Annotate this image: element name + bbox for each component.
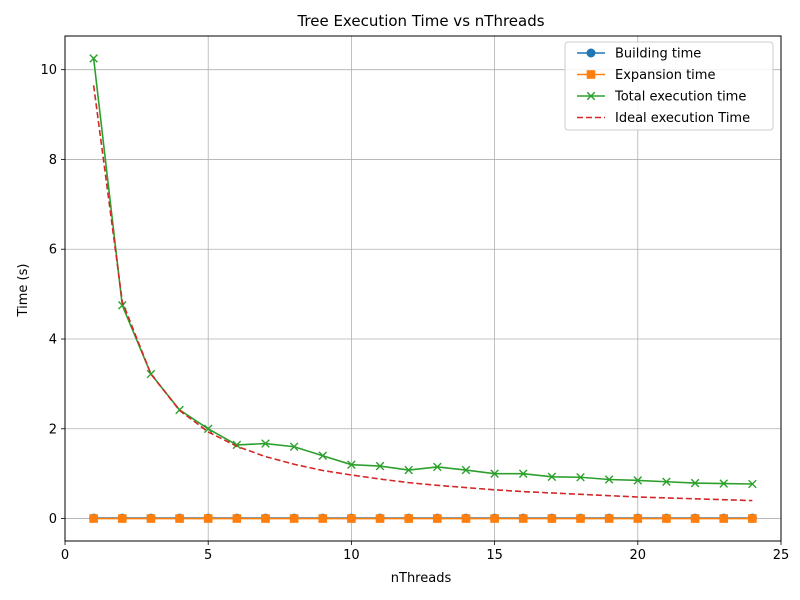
- data-point: [576, 514, 585, 523]
- legend: Building time Expansion time Total executi…: [564, 41, 774, 131]
- data-point: [547, 514, 557, 523]
- data-point: [518, 514, 528, 523]
- data-point: [261, 439, 270, 448]
- data-point: [604, 475, 614, 484]
- data-point: [490, 514, 499, 523]
- x-axis-label: nThreads: [391, 571, 452, 586]
- data-point: [347, 460, 356, 469]
- y-tick-label: 10: [40, 63, 57, 78]
- data-point: [690, 514, 700, 523]
- x-tick-label: 10: [343, 548, 360, 563]
- data-point: [604, 514, 614, 523]
- series-layer: [89, 54, 757, 523]
- data-point: [404, 465, 413, 475]
- data-point: [375, 461, 385, 471]
- data-point: [89, 54, 98, 63]
- plot-frame: [64, 35, 782, 542]
- series-ideal-execution-time: [92, 85, 753, 502]
- x-tick-label: 0: [61, 548, 69, 563]
- data-point: [518, 469, 528, 478]
- x-tick-label: 5: [204, 548, 212, 563]
- y-tick-label: 4: [49, 333, 57, 348]
- data-point: [576, 472, 585, 482]
- series-line: [92, 85, 753, 502]
- x-tick-label: 15: [486, 548, 503, 563]
- data-point: [433, 462, 442, 472]
- data-point: [232, 440, 242, 450]
- legend-entry: Building time: [577, 47, 701, 62]
- data-point: [662, 477, 671, 487]
- legend-label: Building time: [615, 47, 701, 62]
- x-tick-label: 20: [630, 548, 647, 563]
- data-point: [748, 514, 757, 523]
- x-tick-label: 25: [773, 548, 790, 563]
- y-tick-label: 2: [49, 422, 57, 437]
- data-point: [203, 424, 213, 434]
- legend-marker: [586, 91, 596, 101]
- data-point: [719, 514, 729, 523]
- data-point: [404, 514, 413, 523]
- data-point: [633, 476, 643, 485]
- data-point: [490, 469, 499, 478]
- y-tick-label: 6: [49, 243, 57, 258]
- data-point: [461, 465, 471, 475]
- data-point: [146, 514, 156, 523]
- series-total-execution-time: [89, 54, 757, 489]
- legend-marker: [586, 70, 596, 79]
- legend-label: Ideal execution Time: [615, 111, 750, 126]
- y-axis-label: Time (s): [16, 264, 31, 318]
- data-point: [261, 514, 270, 523]
- data-point: [232, 514, 242, 523]
- legend-entry: Expansion time: [577, 68, 715, 83]
- data-point: [547, 472, 557, 482]
- y-tick-label: 8: [49, 153, 57, 168]
- legend-box: [564, 41, 774, 131]
- ticks: 0 5 10 15 20 25 0 2 4 6 8 10: [40, 63, 789, 563]
- series-line: [92, 58, 753, 485]
- legend-marker: [586, 48, 596, 58]
- data-point: [461, 514, 471, 523]
- data-point: [117, 514, 127, 523]
- data-point: [347, 514, 356, 523]
- series-expansion-time: [89, 514, 757, 523]
- chart-title: Tree Execution Time vs nThreads: [296, 12, 544, 30]
- data-point: [690, 478, 700, 488]
- data-point: [318, 514, 328, 523]
- legend-entry: Ideal execution Time: [577, 111, 750, 126]
- data-point: [375, 514, 385, 523]
- data-point: [117, 301, 127, 310]
- data-point: [433, 514, 442, 523]
- legend-label: Total execution time: [614, 90, 746, 105]
- data-point: [633, 514, 643, 523]
- data-point: [289, 514, 299, 523]
- data-point: [662, 514, 671, 523]
- legend-label: Expansion time: [615, 68, 715, 83]
- data-point: [203, 514, 213, 523]
- data-point: [89, 514, 98, 523]
- y-tick-label: 0: [49, 512, 57, 527]
- data-point: [748, 479, 757, 489]
- data-point: [175, 514, 184, 523]
- data-point: [719, 479, 729, 488]
- data-point: [289, 442, 299, 452]
- legend-entry: Total execution time: [577, 90, 746, 105]
- data-point: [318, 451, 328, 461]
